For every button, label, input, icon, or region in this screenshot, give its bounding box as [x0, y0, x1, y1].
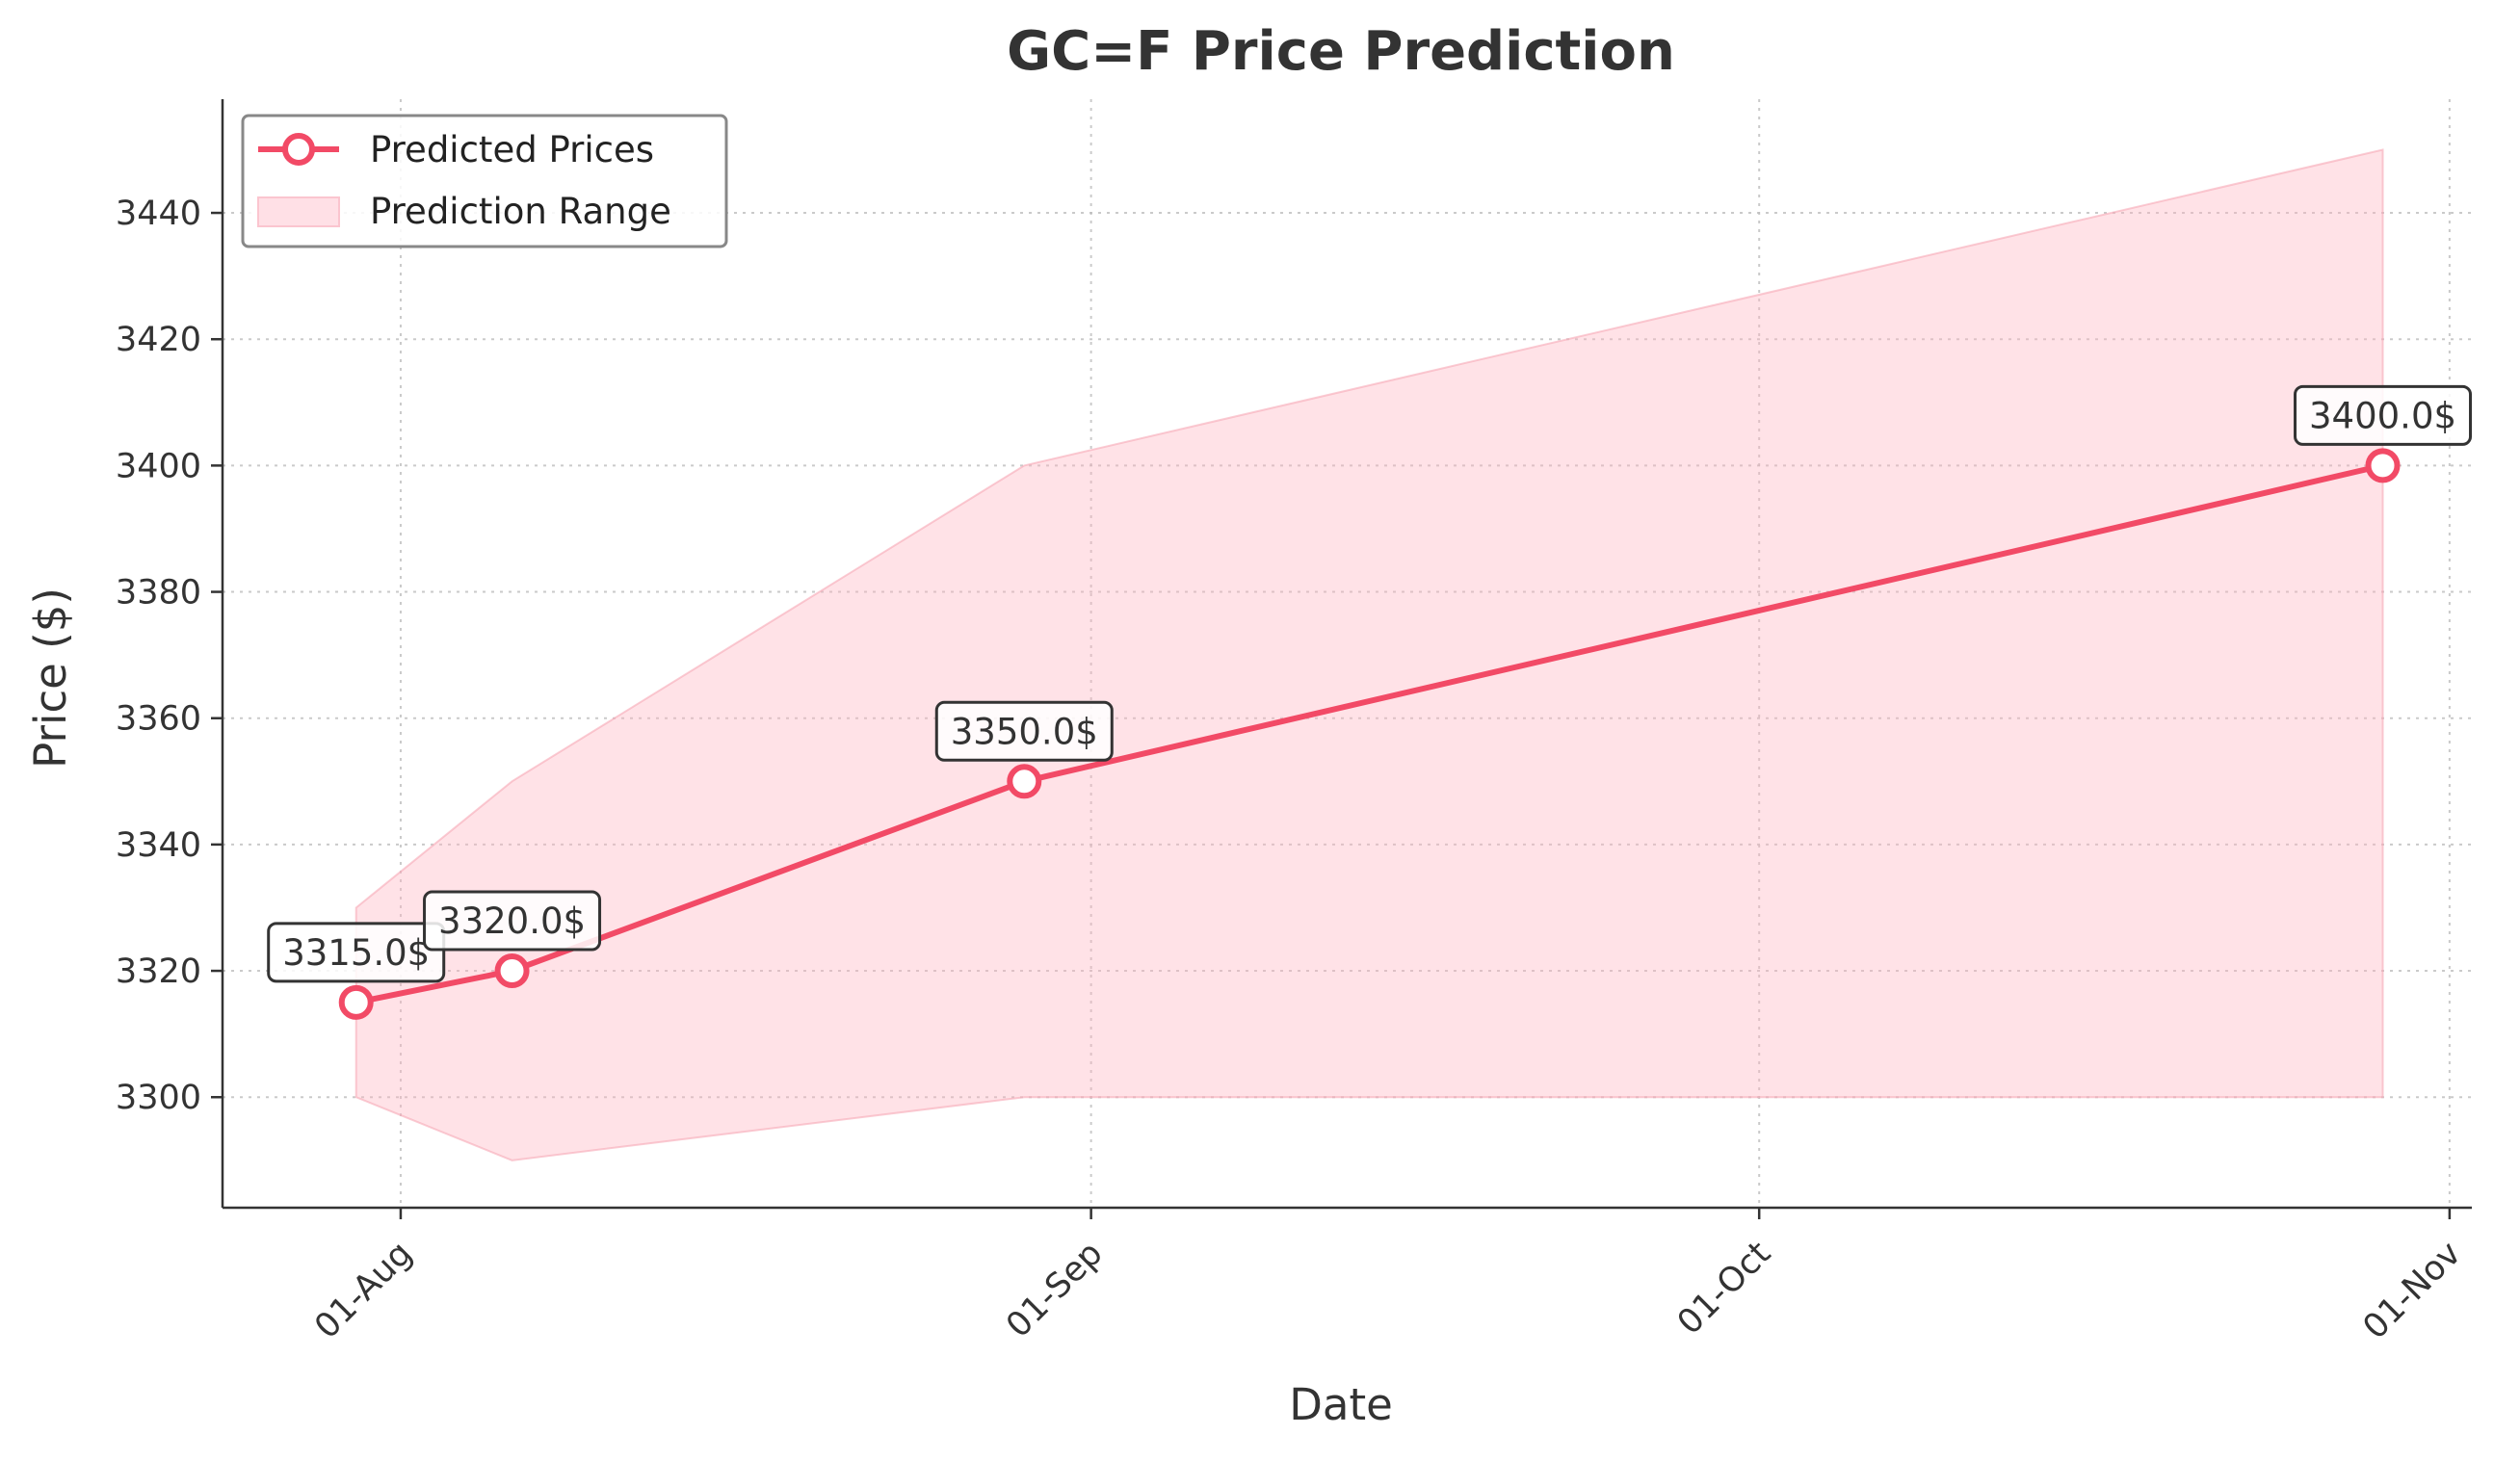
- legend-label-range: Prediction Range: [370, 191, 671, 232]
- x-tick-label: 01-Sep: [999, 1235, 1110, 1345]
- predicted-line-layer: [353, 462, 2386, 1005]
- data-label-box: [423, 890, 602, 952]
- y-tick-label: 3320: [116, 952, 201, 991]
- legend-label-predicted: Predicted Prices: [370, 129, 654, 170]
- x-tick-label: 01-Oct: [1670, 1235, 1778, 1343]
- x-axis-title: Date: [1289, 1379, 1393, 1430]
- predicted-price-line: [353, 462, 2386, 1005]
- data-label-box: [2294, 384, 2473, 446]
- y-tick-label: 3300: [116, 1079, 201, 1117]
- y-tick-label: 3360: [116, 700, 201, 739]
- y-tick-label: 3380: [116, 574, 201, 613]
- data-label-text: 3350.0$: [951, 711, 1098, 752]
- predicted-price-marker: [494, 953, 530, 989]
- grid-layer: [223, 99, 2472, 1208]
- legend: Predicted Prices Prediction Range: [241, 114, 728, 248]
- data-label: 3320.0$: [423, 890, 602, 952]
- predicted-price-marker: [2365, 448, 2401, 483]
- data-label-box: [267, 922, 446, 983]
- predicted-price-marker: [338, 984, 374, 1020]
- y-axis-title: Price ($): [25, 587, 76, 769]
- data-label-text: 3400.0$: [2309, 395, 2456, 436]
- data-label-layer: 3315.0$3320.0$ 3350.0$ 3400.0$: [267, 384, 2473, 983]
- predicted-price-marker: [1007, 764, 1042, 799]
- x-tick-label: 01-Nov: [2356, 1235, 2469, 1347]
- data-label-text: 3315.0$: [282, 932, 430, 974]
- legend-frame: [241, 114, 728, 248]
- data-label: 3350.0$: [934, 700, 1114, 762]
- x-tick-label: 01-Aug: [307, 1235, 419, 1346]
- legend-band-swatch: [257, 196, 340, 227]
- y-tick-label: 3400: [116, 447, 201, 485]
- data-label-text: 3320.0$: [438, 900, 586, 942]
- y-tick-label: 3340: [116, 826, 201, 865]
- marker-layer: [338, 448, 2401, 1020]
- chart-title: GC=F Price Prediction: [1007, 20, 1675, 83]
- prediction-range-layer: [354, 148, 2384, 1161]
- y-tick-label: 3440: [116, 195, 201, 233]
- data-label: 3315.0$: [267, 922, 446, 983]
- data-label: 3400.0$: [2294, 384, 2473, 446]
- prediction-range-band: [354, 148, 2384, 1161]
- legend-marker-swatch: [282, 133, 315, 166]
- y-tick-label: 3420: [116, 321, 201, 359]
- data-label-box: [934, 700, 1114, 762]
